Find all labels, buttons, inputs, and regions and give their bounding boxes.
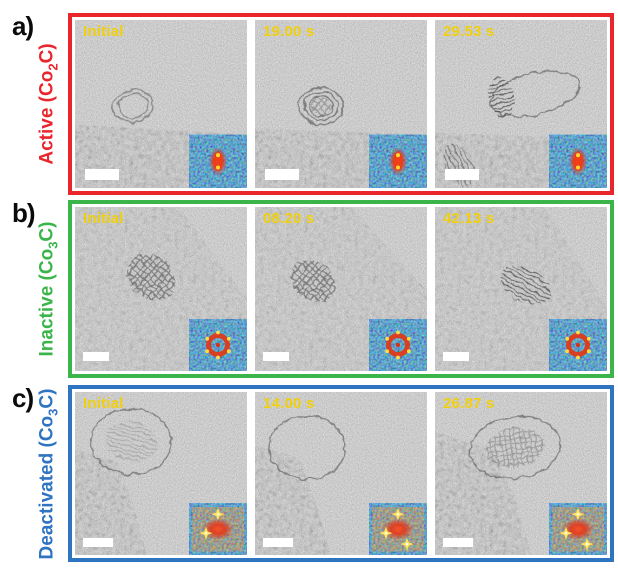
row-label-column: a) Active (Co2C) [0, 11, 68, 195]
tem-micrograph [255, 207, 427, 371]
subfigure-letter-a: a) [12, 11, 34, 41]
fft-inset [369, 503, 427, 555]
row-title-subscript: 3 [45, 408, 61, 416]
tem-micrograph [75, 392, 247, 555]
row-title-text: C) [36, 388, 58, 409]
fft-inset [549, 134, 607, 188]
scale-bar [83, 538, 113, 547]
row-title-deactivated: Deactivated (Co3C) [36, 388, 61, 559]
fft-inset [549, 319, 607, 371]
row-title-subscript: 3 [45, 241, 61, 249]
frame-time-label: 08.20 s [263, 210, 315, 227]
tem-micrograph [435, 20, 607, 188]
nanoparticle-outline [268, 415, 346, 481]
lattice-fringes [499, 265, 551, 305]
lattice-fringes [487, 77, 515, 119]
tem-panel: Initial [75, 207, 247, 371]
frame-time-label: 42.13 s [443, 210, 495, 227]
scale-bar [263, 538, 293, 547]
fft-inset [189, 134, 247, 188]
fft-inset [549, 503, 607, 555]
scale-bar [85, 169, 119, 180]
row-inactive: b) Inactive (Co3C) Initial 08.20 s 42.13… [0, 198, 614, 378]
row-title-text: Inactive (Co [36, 248, 58, 357]
row-frame-active: Initial 19.00 s 29.53 s [68, 13, 614, 195]
fft-inset [369, 134, 427, 188]
tem-panel: 29.53 s [435, 20, 607, 188]
row-frame-inactive: Initial 08.20 s 42.13 s [68, 200, 614, 378]
scale-bar [443, 352, 469, 361]
tem-panel: Initial [75, 20, 247, 188]
row-title-text: Deactivated (Co [36, 415, 58, 559]
fft-inset [189, 503, 247, 555]
scale-bar [83, 352, 109, 361]
nanoparticle-outline [112, 88, 154, 124]
row-title-active: Active (Co2C) [36, 43, 61, 165]
row-deactivated: c) Deactivated (Co3C) Initial 14.00 s 26… [0, 383, 614, 562]
row-label-column: b) Inactive (Co3C) [0, 198, 68, 378]
row-active: a) Active (Co2C) Initial 19.00 s 29.53 s [0, 11, 614, 195]
row-title-subscript: 2 [45, 63, 61, 71]
frame-time-label: 14.00 s [263, 395, 315, 412]
fft-inset [369, 319, 427, 371]
tem-micrograph [255, 392, 427, 555]
tem-micrograph [75, 207, 247, 371]
frame-time-label: 26.87 s [443, 395, 495, 412]
row-frame-deactivated: Initial 14.00 s 26.87 s [68, 385, 614, 562]
tem-panel: 19.00 s [255, 20, 427, 188]
scale-bar [443, 538, 473, 547]
frame-time-label: Initial [83, 395, 124, 412]
row-title-text: C) [36, 221, 58, 242]
nanoparticle-outline [469, 415, 561, 480]
scale-bar [445, 169, 479, 180]
tem-panel: 26.87 s [435, 392, 607, 555]
tem-micrograph [435, 207, 607, 371]
frame-time-label: Initial [83, 210, 124, 227]
tem-panel: 08.20 s [255, 207, 427, 371]
row-label-column: c) Deactivated (Co3C) [0, 383, 68, 562]
lattice-fringes [105, 421, 157, 463]
lattice-fringes [127, 253, 175, 301]
frame-time-label: 19.00 s [263, 23, 315, 40]
tem-micrograph [255, 20, 427, 188]
lattice-fringes [485, 427, 545, 468]
subfigure-letter-c: c) [12, 383, 34, 413]
lattice-fringes [291, 259, 335, 303]
tem-micrograph [75, 20, 247, 188]
nanoparticle-outline [90, 408, 172, 476]
scale-bar [263, 352, 289, 361]
row-title-text: C) [36, 43, 58, 64]
subfigure-letter-b: b) [12, 198, 36, 228]
frame-time-label: 29.53 s [443, 23, 495, 40]
tem-micrograph [435, 392, 607, 555]
tem-panel: 42.13 s [435, 207, 607, 371]
tem-panel: 14.00 s [255, 392, 427, 555]
fft-inset [189, 319, 247, 371]
row-title-text: Active (Co [36, 70, 58, 165]
nanoparticle-outline [298, 86, 344, 126]
frame-time-label: Initial [83, 23, 124, 40]
scale-bar [265, 169, 299, 180]
tem-panel: Initial [75, 392, 247, 555]
lattice-fringes [310, 95, 332, 117]
row-title-inactive: Inactive (Co3C) [36, 221, 61, 357]
